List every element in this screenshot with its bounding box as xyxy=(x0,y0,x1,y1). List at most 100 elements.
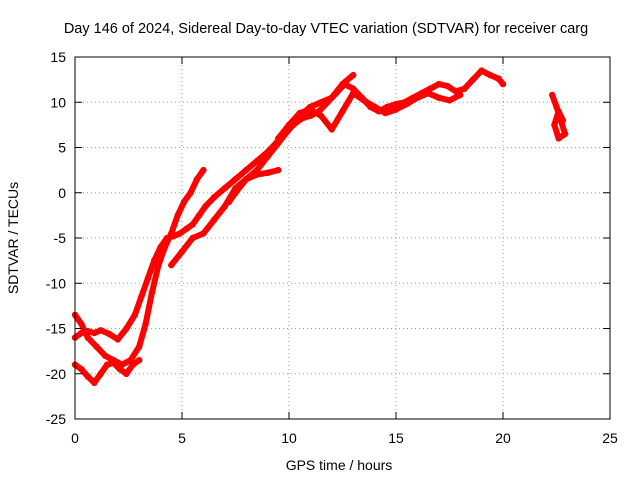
y-tick-label: 0 xyxy=(58,185,66,201)
data-point xyxy=(110,359,117,367)
data-point xyxy=(307,106,314,113)
data-point xyxy=(176,230,184,237)
data-point xyxy=(285,121,293,129)
data-point xyxy=(551,121,558,129)
chart-title: Day 146 of 2024, Sidereal Day-to-day VTE… xyxy=(64,21,588,37)
data-point xyxy=(392,106,400,113)
data-series xyxy=(71,67,569,386)
data-point xyxy=(350,85,357,92)
y-tick-label: -15 xyxy=(46,321,66,337)
x-tick-label: 0 xyxy=(71,430,79,446)
data-point xyxy=(414,94,421,101)
data-point xyxy=(275,135,282,142)
data-point xyxy=(101,352,109,359)
data-point xyxy=(253,166,261,174)
data-point xyxy=(555,108,562,115)
data-point xyxy=(317,99,325,106)
data-point xyxy=(561,130,569,138)
y-tick-label: 5 xyxy=(58,140,66,156)
data-point xyxy=(549,91,556,99)
data-point xyxy=(225,198,233,205)
data-point xyxy=(155,261,162,269)
data-point xyxy=(187,189,194,196)
data-point xyxy=(148,289,156,296)
data-point xyxy=(452,88,460,95)
data-point xyxy=(178,248,186,255)
data-point xyxy=(142,320,149,328)
data-point xyxy=(424,90,432,97)
data-point xyxy=(161,243,169,251)
data-point xyxy=(275,139,282,147)
y-axis-label: SDTVAR / TECUs xyxy=(5,182,21,294)
x-tick-label: 20 xyxy=(495,430,511,446)
data-point xyxy=(457,91,464,99)
y-tick-label: 10 xyxy=(50,94,66,110)
data-point xyxy=(382,109,389,117)
data-point xyxy=(253,157,261,165)
data-point xyxy=(136,343,143,350)
data-point xyxy=(84,334,92,341)
x-tick-label: 10 xyxy=(281,430,297,446)
data-point xyxy=(317,112,325,120)
x-tick-label: 15 xyxy=(388,430,404,446)
data-point xyxy=(384,103,391,111)
data-point xyxy=(116,366,124,373)
data-point xyxy=(221,185,228,192)
y-tick-label: -25 xyxy=(46,411,66,427)
grid xyxy=(75,57,610,419)
data-point xyxy=(91,329,98,337)
data-point xyxy=(495,75,502,82)
data-point xyxy=(183,225,190,233)
data-point xyxy=(106,330,113,338)
data-point xyxy=(123,325,130,332)
data-point xyxy=(97,370,104,377)
data-point xyxy=(328,126,335,133)
data-point xyxy=(232,189,239,196)
data-point xyxy=(78,366,85,373)
data-point xyxy=(168,230,175,237)
data-point xyxy=(180,198,188,205)
data-point xyxy=(91,379,98,386)
data-point xyxy=(350,71,357,79)
data-point xyxy=(221,203,228,210)
data-point xyxy=(189,221,196,228)
data-point xyxy=(210,194,218,201)
data-point xyxy=(174,212,181,219)
data-point xyxy=(138,293,145,300)
y-tick-label: -20 xyxy=(46,366,66,382)
data-point xyxy=(144,275,151,282)
data-point xyxy=(487,71,494,79)
data-point xyxy=(210,216,218,224)
data-point xyxy=(243,166,250,174)
data-point xyxy=(243,176,250,183)
data-point xyxy=(151,257,158,264)
data-point xyxy=(478,67,485,74)
data-point xyxy=(195,212,203,219)
data-point xyxy=(559,117,567,124)
data-point xyxy=(93,343,100,350)
data-point xyxy=(97,327,104,334)
data-point xyxy=(200,230,207,237)
data-point xyxy=(275,166,282,174)
data-point xyxy=(307,112,314,120)
data-point xyxy=(129,361,136,368)
x-axis-label: GPS time / hours xyxy=(286,457,393,473)
data-point xyxy=(555,135,562,142)
axis-ticks: 0 5 10 15 20 25 -25 -20 -15 -10 -5 0 5 10 15 xyxy=(46,49,618,446)
data-point xyxy=(499,80,507,88)
data-point xyxy=(339,80,346,88)
data-point xyxy=(328,94,335,101)
y-tick-label: 15 xyxy=(50,49,66,65)
y-tick-label: -10 xyxy=(46,275,66,291)
data-point xyxy=(435,80,442,88)
y-tick-label: -5 xyxy=(54,230,67,246)
data-point xyxy=(339,108,346,115)
data-point xyxy=(114,336,122,343)
data-point xyxy=(189,234,196,242)
data-point xyxy=(461,85,468,92)
data-point xyxy=(350,90,357,97)
data-point xyxy=(403,100,410,108)
x-tick-label: 25 xyxy=(602,430,618,446)
